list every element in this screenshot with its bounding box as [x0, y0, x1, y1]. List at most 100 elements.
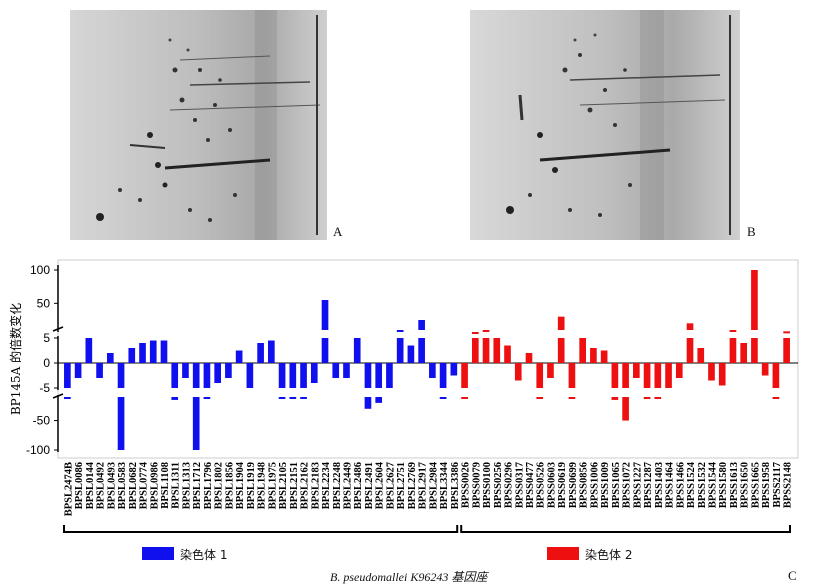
x-tick-label: BPSS0619 [557, 462, 568, 508]
bar [751, 338, 758, 363]
x-tick-label: BPSL1904 [235, 461, 246, 509]
bar [364, 363, 372, 388]
bar-upper-segment [482, 330, 490, 332]
bar-lower-segment [568, 397, 576, 399]
x-tick-label: BPSL1919 [246, 462, 257, 509]
x-tick-label: BPSS1958 [761, 462, 772, 508]
x-tick-label: BPSS1464 [665, 461, 676, 508]
bar [289, 363, 297, 388]
bar [246, 363, 254, 388]
bar-lower-segment [461, 397, 468, 399]
x-tick-label: BPSL1313 [181, 462, 192, 509]
y-tick-label: -100 [26, 443, 50, 457]
bar-lower-segment [192, 397, 200, 450]
x-tick-label: BPSL1311 [171, 462, 182, 509]
y-tick-label: -50 [33, 414, 51, 428]
x-tick-label: BPSL2248 [332, 462, 343, 509]
x-tick-label: BPSS1466 [675, 462, 686, 508]
bar [493, 338, 501, 363]
bar-lower-segment [171, 397, 179, 400]
bar [718, 363, 726, 386]
x-tick-label: BPSL1975 [267, 462, 278, 509]
x-tick-label: BPSS0026 [461, 462, 472, 508]
x-tick-label: BPSL2234 [321, 461, 332, 509]
panel-a-label: A [333, 224, 343, 239]
y-tick-label: 50 [37, 296, 51, 310]
bar [386, 363, 393, 388]
x-tick-label: BPSS1072 [622, 462, 633, 508]
gel-image-a-drawing [70, 10, 327, 240]
x-tick-label: BPSL0986 [149, 462, 160, 509]
bar [74, 363, 82, 378]
bar-lower-segment [364, 397, 372, 409]
x-tick-label: BPSL2151 [289, 462, 300, 509]
bar-lower-segment [536, 397, 544, 399]
bar [418, 338, 425, 363]
bar [375, 363, 383, 388]
bar [203, 363, 211, 388]
bar [654, 363, 662, 388]
x-tick-label: BPSS0296 [504, 462, 515, 508]
bar [633, 363, 640, 378]
bar [590, 348, 597, 363]
bar-lower-segment [643, 397, 651, 399]
bar [461, 363, 468, 388]
bar [139, 343, 146, 363]
x-tick-label: BPSS0526 [536, 462, 547, 508]
x-tick-label: BPSS1532 [697, 462, 708, 508]
bar [64, 363, 71, 388]
bar [450, 363, 458, 376]
x-tick-label: BPSS0699 [568, 462, 579, 508]
bar-lower-segment [375, 397, 383, 403]
x-tick-label: BPSL1108 [160, 462, 171, 509]
x-tick-label: BPSL0682 [128, 462, 139, 509]
bar [761, 363, 769, 376]
bar [171, 363, 179, 388]
gel-image-b [470, 10, 740, 240]
bar [504, 345, 511, 363]
bar [192, 363, 200, 388]
bar-lower-segment [654, 397, 662, 399]
bar [300, 363, 307, 388]
x-tick-label: BPSL1712 [192, 462, 203, 509]
bar-upper-segment [471, 332, 479, 334]
x-tick-label: BPSL0583 [117, 462, 128, 509]
x-tick-label: BPSL0144 [85, 461, 96, 509]
bracket-chromosome-2 [460, 525, 791, 533]
bracket-chromosome-1 [63, 525, 459, 533]
x-tick-label: BPSS1006 [589, 462, 600, 508]
bar [160, 340, 168, 363]
bar [579, 338, 586, 363]
x-tick-label: BPSS1065 [611, 462, 622, 508]
bar [622, 363, 629, 388]
bar [149, 340, 157, 363]
bar [536, 363, 544, 388]
x-tick-label: BPSL1948 [257, 462, 268, 509]
bar [525, 353, 533, 363]
y-tick-label: 100 [30, 263, 50, 277]
x-tick-label: BPSS0256 [493, 462, 504, 508]
bar [268, 340, 275, 363]
bar [128, 348, 136, 363]
x-tick-label: BPSS1009 [600, 462, 611, 508]
x-tick-label: BPSS1580 [718, 462, 729, 508]
bar [96, 363, 103, 378]
x-tick-label: BPSS1403 [654, 462, 665, 508]
bar [675, 363, 683, 378]
y-tick-label: 5 [43, 331, 50, 345]
x-tick-label: BPSS1665 [750, 462, 761, 508]
legend-swatch-chromosome-2 [547, 547, 579, 560]
x-tick-label: BPSS1613 [729, 462, 740, 508]
axis-break-upper [52, 326, 64, 332]
bar [686, 338, 694, 363]
bar [117, 363, 125, 388]
bar [182, 363, 189, 378]
y-tick-label: 0 [43, 356, 50, 370]
bar [106, 353, 114, 363]
bar [729, 338, 737, 363]
gel-image-b-drawing [470, 10, 740, 240]
x-tick-label: BPSL2627 [385, 462, 396, 509]
bar-lower-segment [64, 397, 71, 399]
bar [697, 348, 705, 363]
bar [547, 363, 554, 378]
